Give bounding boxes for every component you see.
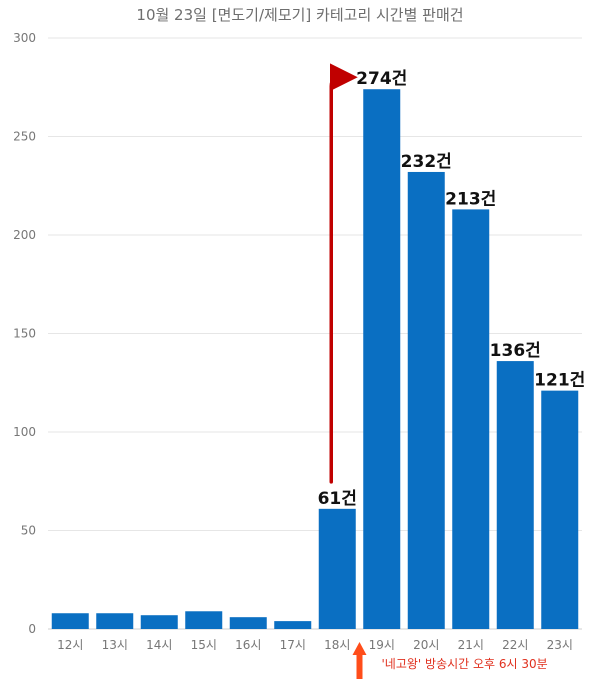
data-label: 121건 — [534, 371, 585, 391]
data-label: 61건 — [318, 489, 357, 509]
bar — [274, 621, 312, 629]
y-tick-label: 100 — [13, 425, 36, 439]
x-tick-label: 15시 — [191, 638, 217, 652]
bar — [96, 613, 134, 629]
x-tick-label: 16시 — [235, 638, 261, 652]
y-tick-label: 50 — [21, 524, 36, 538]
x-tick-label: 14시 — [146, 638, 172, 652]
bar — [541, 390, 579, 629]
bar — [363, 89, 401, 630]
bar — [185, 611, 223, 629]
bars — [51, 89, 579, 630]
y-tick-label: 200 — [13, 228, 36, 242]
y-tick-label: 0 — [28, 622, 36, 636]
jump-arrow — [329, 63, 358, 484]
x-tick-label: 13시 — [102, 638, 128, 652]
bar — [496, 361, 534, 629]
bar — [140, 615, 178, 629]
gridlines — [48, 37, 582, 630]
y-axis: 0 50 100 150 200 250 300 — [13, 31, 36, 636]
x-tick-label: 18시 — [324, 638, 350, 652]
data-label: 136건 — [490, 341, 541, 361]
y-tick-label: 150 — [13, 327, 36, 341]
bar — [229, 617, 267, 629]
data-label: 274건 — [356, 69, 407, 89]
bar — [452, 209, 490, 629]
data-label: 213건 — [445, 189, 496, 209]
y-tick-label: 250 — [13, 130, 36, 144]
annotation: '네고왕' 방송시간 오후 6시 30분 — [329, 63, 548, 679]
x-tick-label: 20시 — [413, 638, 439, 652]
chart-title: 10월 23일 [면도기/제모기] 카테고리 시간별 판매건 — [136, 6, 463, 24]
y-tick-label: 300 — [13, 31, 36, 45]
x-tick-label: 22시 — [502, 638, 528, 652]
x-axis: 12시 13시 14시 15시 16시 17시 18시 19시 20시 21시 22시 23시 — [57, 638, 573, 652]
bar — [318, 508, 356, 629]
bar — [407, 171, 445, 629]
bar — [51, 613, 89, 629]
data-labels: 61건 274건 232건 213건 136건 121건 — [318, 69, 586, 509]
data-label: 232건 — [401, 152, 452, 172]
x-tick-label: 19시 — [369, 638, 395, 652]
broadcast-time-note: '네고왕' 방송시간 오후 6시 30분 — [382, 657, 548, 671]
x-tick-label: 23시 — [547, 638, 573, 652]
x-tick-label: 12시 — [57, 638, 83, 652]
x-tick-label: 17시 — [280, 638, 306, 652]
x-tick-label: 21시 — [458, 638, 484, 652]
up-arrow-icon — [352, 642, 367, 679]
